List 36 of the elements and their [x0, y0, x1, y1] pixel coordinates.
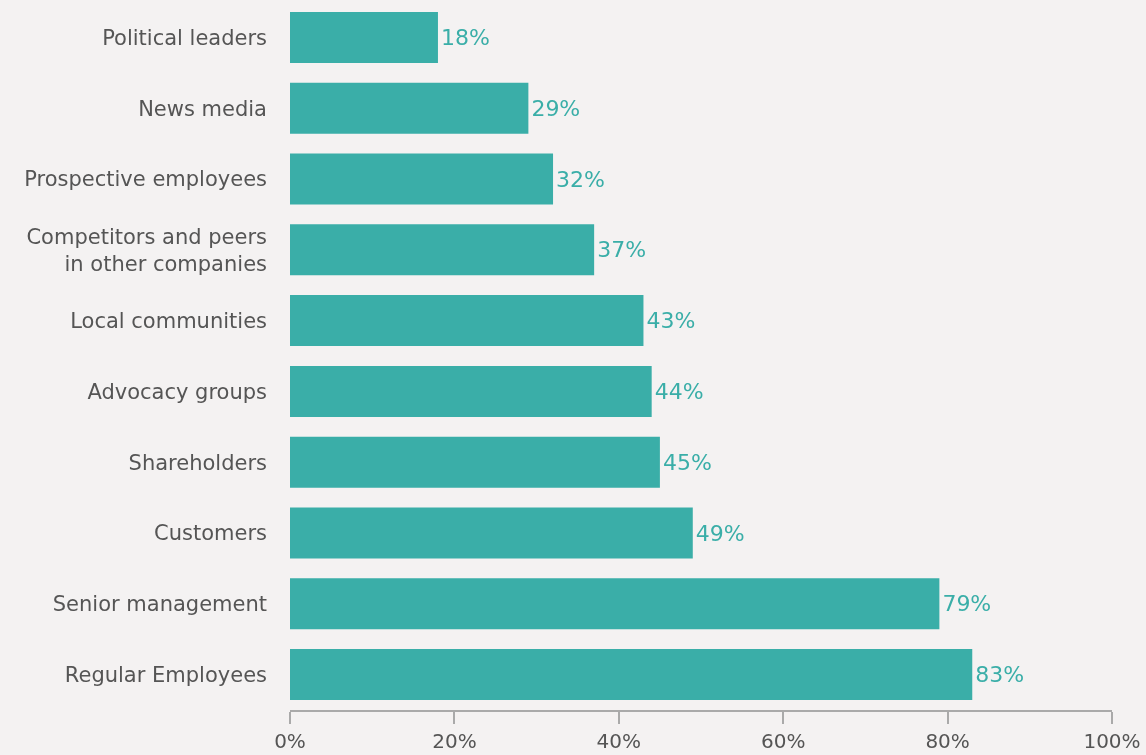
data-label: 37%: [597, 237, 647, 263]
x-tick-label: 100%: [1083, 729, 1141, 753]
y-tick-label: Prospective employees: [24, 167, 267, 192]
bar: [290, 82, 529, 134]
bar: [290, 649, 973, 701]
y-tick-label: Senior management: [52, 592, 267, 617]
bar: [290, 224, 595, 276]
y-tick-label: Shareholders: [128, 450, 267, 475]
x-tick-label: 20%: [432, 729, 477, 753]
x-tick-label: 60%: [760, 729, 806, 753]
data-label: 32%: [556, 166, 605, 192]
y-tick-label: Customers: [154, 521, 267, 546]
y-tick-label: News media: [138, 96, 267, 121]
bar: [290, 578, 940, 630]
bar: [290, 365, 652, 417]
x-tick-label: 80%: [925, 729, 970, 753]
data-label: 29%: [531, 95, 581, 121]
bar: [290, 436, 660, 488]
x-tick-label: 40%: [596, 729, 642, 753]
bar: [290, 507, 693, 559]
bar: [290, 153, 554, 205]
data-label: 45%: [662, 449, 712, 475]
y-tick-label: Advocacy groups: [87, 379, 267, 404]
y-tick-label: Competitors and peers in other companies: [26, 224, 267, 276]
data-label: 79%: [942, 591, 992, 617]
y-tick-label: Regular Employees: [64, 662, 267, 687]
bar: [290, 11, 438, 63]
y-tick-label: Political leaders: [102, 25, 267, 50]
data-label: 18%: [440, 24, 490, 50]
y-tick-label: Local communities: [70, 308, 267, 333]
data-label: 83%: [975, 662, 1025, 688]
data-label: 49%: [695, 520, 745, 546]
data-label: 44%: [654, 378, 704, 404]
data-label: 43%: [646, 308, 696, 334]
bar: [290, 295, 644, 347]
x-tick-label: 0%: [274, 729, 306, 753]
